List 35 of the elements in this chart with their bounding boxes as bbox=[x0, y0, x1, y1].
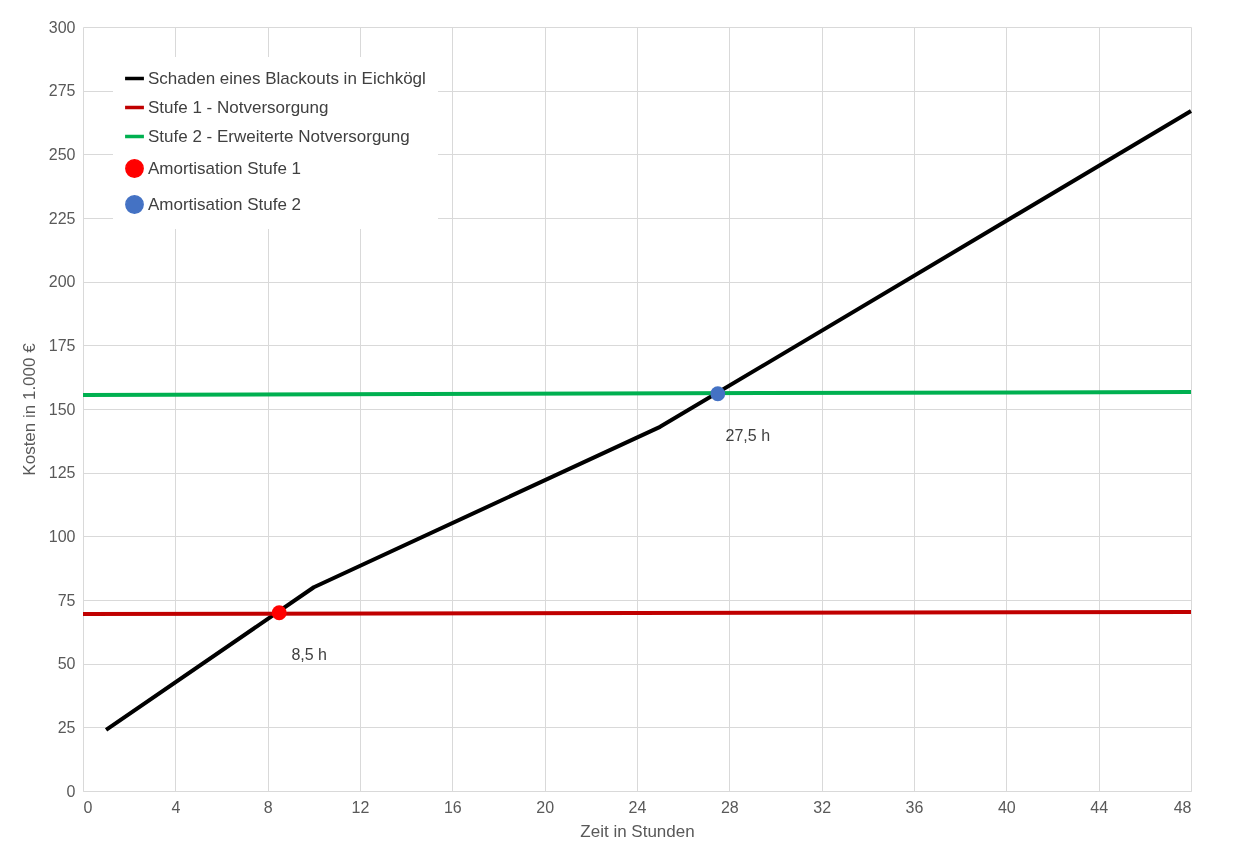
legend-label: Amortisation Stufe 1 bbox=[148, 158, 302, 178]
y-tick-label: 25 bbox=[57, 718, 76, 736]
x-tick-label: 12 bbox=[351, 798, 370, 816]
x-tick-label: 0 bbox=[83, 798, 93, 816]
x-tick-label: 40 bbox=[997, 798, 1016, 816]
x-tick-label: 24 bbox=[628, 798, 647, 816]
y-axis-title: Kosten in 1.000 € bbox=[19, 342, 39, 476]
y-tick-label: 200 bbox=[48, 273, 76, 291]
legend-label: Amortisation Stufe 2 bbox=[148, 194, 302, 214]
y-tick-label: 0 bbox=[66, 782, 76, 800]
y-tick-label: 125 bbox=[48, 464, 76, 482]
legend-label: Stufe 2 - Erweiterte Notversorgung bbox=[148, 126, 410, 146]
x-tick-label: 8 bbox=[263, 798, 273, 816]
x-tick-label: 36 bbox=[905, 798, 924, 816]
y-tick-label: 100 bbox=[48, 527, 76, 545]
legend-label: Stufe 1 - Notversorgung bbox=[148, 97, 329, 117]
y-tick-label: 250 bbox=[48, 145, 76, 163]
y-tick-label: 175 bbox=[48, 336, 76, 354]
x-tick-label: 4 bbox=[171, 798, 181, 816]
y-tick-label: 275 bbox=[48, 82, 76, 100]
x-tick-label: 28 bbox=[720, 798, 739, 816]
x-tick-label: 20 bbox=[536, 798, 555, 816]
x-tick-label: 16 bbox=[443, 798, 462, 816]
y-tick-label: 75 bbox=[57, 591, 76, 609]
annotation: 8,5 h bbox=[291, 645, 328, 663]
y-tick-label: 225 bbox=[48, 209, 76, 227]
x-axis-title: Zeit in Stunden bbox=[580, 821, 695, 841]
legend-label: Schaden eines Blackouts in Eichkögl bbox=[148, 68, 426, 88]
annotation: 27,5 h bbox=[725, 426, 771, 444]
y-tick-label: 50 bbox=[57, 655, 76, 673]
x-tick-label: 44 bbox=[1090, 798, 1109, 816]
y-tick-label: 300 bbox=[48, 18, 76, 36]
x-tick-label: 48 bbox=[1173, 798, 1192, 816]
y-tick-label: 150 bbox=[48, 400, 76, 418]
x-tick-label: 32 bbox=[813, 798, 832, 816]
